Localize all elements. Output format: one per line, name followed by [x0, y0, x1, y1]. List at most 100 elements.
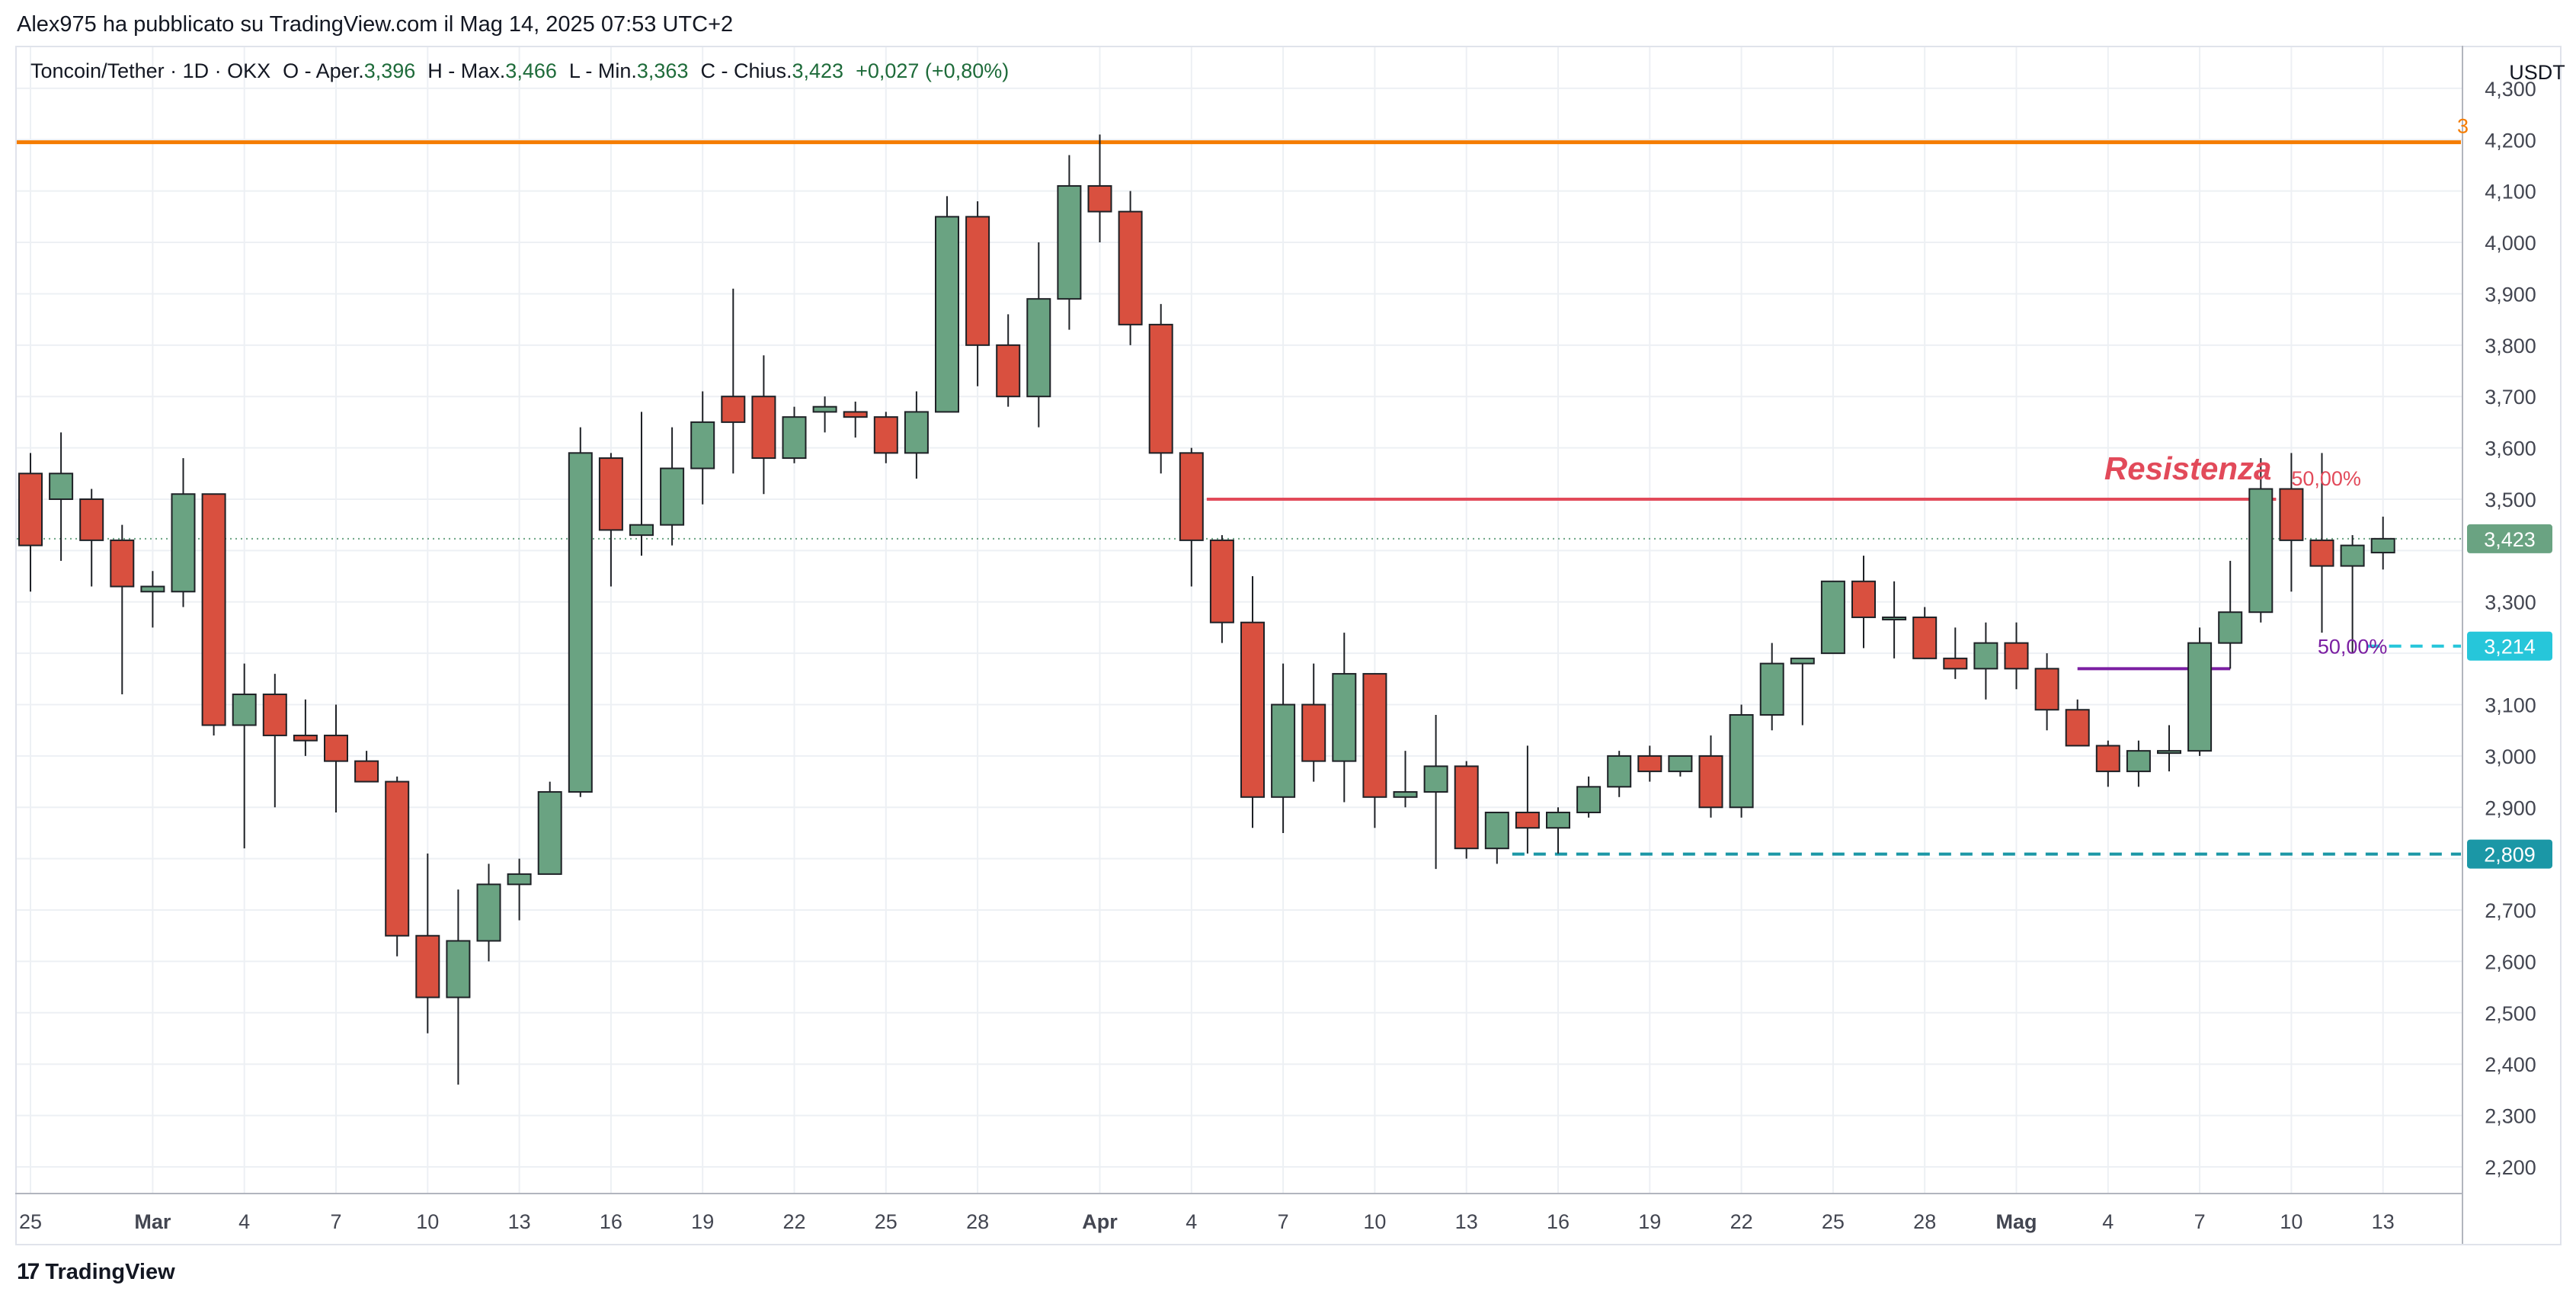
candle-body[interactable]	[2157, 750, 2181, 755]
candle-body[interactable]	[1209, 539, 1234, 623]
candle-body[interactable]	[262, 694, 287, 736]
candle-body[interactable]	[2248, 488, 2274, 614]
candle-body[interactable]	[1698, 755, 1723, 809]
y-tick-label: 2,500	[2485, 1002, 2536, 1025]
candle-body[interactable]	[1546, 812, 1570, 829]
candle-body[interactable]	[873, 416, 898, 454]
y-tick-label: 3,600	[2485, 437, 2536, 460]
candle-body[interactable]	[1026, 298, 1051, 398]
x-tick-label: 10	[1363, 1210, 1386, 1233]
candle-body[interactable]	[324, 734, 348, 762]
candle-body[interactable]	[1973, 642, 1998, 670]
candle-body[interactable]	[1362, 673, 1387, 798]
candle-body[interactable]	[2218, 611, 2243, 644]
footer-brand[interactable]: 17 TradingView	[17, 1259, 175, 1285]
candle-body[interactable]	[2309, 539, 2334, 567]
candle-body[interactable]	[1912, 616, 1938, 659]
legend-symbol[interactable]: Toncoin/Tether · 1D · OKX	[30, 59, 271, 82]
candle-body[interactable]	[1271, 703, 1296, 798]
candle-body[interactable]	[1087, 184, 1112, 213]
candle-body[interactable]	[1668, 755, 1693, 773]
candle-body[interactable]	[1393, 791, 1418, 798]
candle-body[interactable]	[1301, 703, 1326, 762]
footer-brand-label: TradingView	[45, 1259, 175, 1284]
candle-body[interactable]	[1576, 786, 1602, 814]
candle-body[interactable]	[598, 457, 623, 531]
candle-body[interactable]	[904, 411, 929, 454]
candle-body[interactable]	[537, 791, 562, 875]
x-tick-label: 10	[2280, 1210, 2302, 1233]
candle-body[interactable]	[1637, 755, 1662, 773]
candle-body[interactable]	[629, 524, 654, 537]
candle-body[interactable]	[49, 473, 74, 500]
candle-body[interactable]	[171, 493, 196, 593]
candle-body[interactable]	[1179, 452, 1204, 541]
candle-body[interactable]	[721, 396, 746, 423]
x-tick-label: 7	[1278, 1210, 1289, 1233]
candle-body[interactable]	[1851, 580, 1876, 618]
candle-body[interactable]	[1148, 323, 1173, 454]
candle-body[interactable]	[79, 498, 104, 541]
candle-body[interactable]	[568, 452, 593, 793]
candle-body[interactable]	[965, 216, 990, 346]
candle-body[interactable]	[2004, 642, 2029, 670]
candle-body[interactable]	[660, 467, 685, 526]
candle-body[interactable]	[2370, 537, 2395, 554]
candle-body[interactable]	[935, 216, 959, 413]
candle-body[interactable]	[2095, 745, 2120, 773]
candle-body[interactable]	[2126, 750, 2151, 773]
candle-body[interactable]	[1943, 657, 1968, 670]
legend-open: 3,396	[363, 59, 416, 82]
resistance-fib-label: 50,00%	[2291, 467, 2361, 490]
candle-body[interactable]	[2065, 709, 2090, 747]
candle-body[interactable]	[1729, 713, 1754, 809]
candle-body[interactable]	[1790, 657, 1815, 665]
candle-body[interactable]	[1759, 662, 1784, 716]
candle-body[interactable]	[2340, 544, 2365, 567]
x-tick-label: 19	[691, 1210, 714, 1233]
candle-body[interactable]	[140, 585, 165, 593]
candle-body[interactable]	[690, 421, 715, 469]
candle-body[interactable]	[2034, 668, 2059, 711]
candle-body[interactable]	[1515, 812, 1540, 829]
candle-body[interactable]	[1484, 812, 1509, 850]
candle-body[interactable]	[1820, 580, 1845, 655]
chart-frame	[15, 46, 2562, 1245]
candle-body[interactable]	[1607, 755, 1632, 788]
candle-body[interactable]	[1423, 765, 1448, 793]
candle-body[interactable]	[782, 416, 807, 460]
candle-body[interactable]	[1240, 621, 1265, 798]
candle-body[interactable]	[996, 344, 1021, 398]
candle-body[interactable]	[1882, 616, 1907, 620]
candle-body[interactable]	[1057, 184, 1082, 300]
candle-body[interactable]	[446, 940, 471, 998]
y-tick-label: 2,600	[2485, 950, 2536, 973]
candle-body[interactable]	[751, 396, 776, 460]
candle-body[interactable]	[843, 411, 868, 418]
y-tick-label: 3,700	[2485, 386, 2536, 409]
candle-body[interactable]	[1454, 765, 1479, 850]
x-tick-label: 22	[782, 1210, 805, 1233]
candle-body[interactable]	[415, 934, 440, 998]
candle-body[interactable]	[232, 694, 257, 726]
candle-body[interactable]	[354, 760, 379, 783]
x-tick-label: 7	[330, 1210, 341, 1233]
candle-body[interactable]	[385, 780, 410, 937]
candle-body[interactable]	[476, 883, 501, 942]
x-tick-label: 13	[508, 1210, 531, 1233]
y-tick-label: 4,200	[2485, 129, 2536, 152]
candle-body[interactable]	[2279, 488, 2304, 541]
candle-body[interactable]	[1332, 673, 1357, 762]
candle-body[interactable]	[293, 734, 318, 742]
candle-body[interactable]	[18, 473, 43, 546]
x-tick-label: 25	[1822, 1210, 1845, 1233]
candle-body[interactable]	[1118, 210, 1143, 325]
candle-body[interactable]	[2187, 642, 2213, 752]
candle-body[interactable]	[812, 405, 837, 413]
y-tick-label: 2,200	[2485, 1156, 2536, 1179]
resistance-annotation[interactable]: Resistenza	[2104, 450, 2271, 486]
candle-body[interactable]	[110, 539, 135, 588]
candle-body[interactable]	[507, 873, 532, 886]
candle-body[interactable]	[201, 493, 226, 726]
